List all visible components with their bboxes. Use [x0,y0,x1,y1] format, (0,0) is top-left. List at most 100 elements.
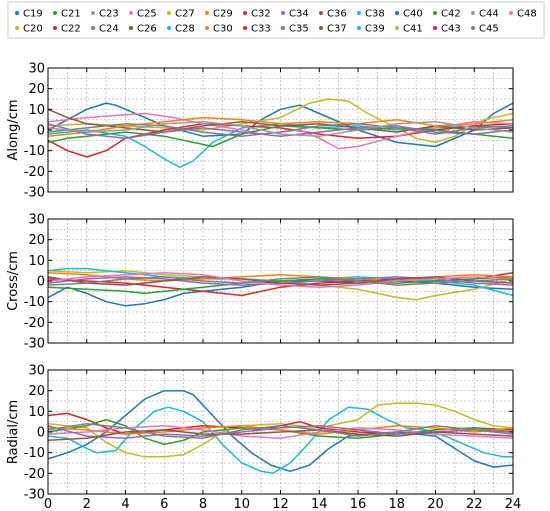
y-tick-label: -20 [24,165,45,180]
x-tick-label: 20 [427,497,444,511]
panel-1: 30 20 10 0 -10 -20 -30 Along/cm [6,62,514,201]
y-tick-label: 0 [37,426,45,441]
series-line [47,98,514,144]
legend-entry-label: C33 [251,24,271,35]
x-tick-label: 24 [505,497,522,511]
y-tick-label: 30 [28,62,45,77]
x-tick-label: 8 [199,497,207,511]
legend-entry-label: C44 [479,9,499,20]
y-tick-label: -30 [24,488,45,503]
legend-marker [281,26,285,30]
x-tick-label: 16 [350,497,367,511]
series-line [47,389,514,473]
y-tick-label: -10 [24,295,45,310]
plot-panels: 3020100-10-20-30Along/cm3020100-10-20-30… [6,62,521,511]
legend-entry-label: C26 [137,24,157,35]
series-line [47,276,514,295]
y-tick-label: 10 [28,254,45,269]
panel-2: 30 20 10 0 -10 -20 -30 Cross/cm [6,213,514,352]
x-tick-label: 2 [83,497,91,511]
y-tick-label: 10 [28,103,45,118]
legend-marker [129,11,133,15]
legend-entry-label: C38 [365,9,385,20]
legend-marker [15,11,19,15]
legend-marker [281,11,285,15]
legend-marker [53,26,57,30]
legend-marker [471,26,475,30]
y-tick-label: 30 [28,213,45,228]
series-line [47,429,514,442]
legend-entry-label: C42 [441,9,461,20]
x-tick-label: 14 [311,497,328,511]
legend-marker [509,11,513,15]
legend-marker [167,11,171,15]
y-tick-label: 20 [28,233,45,248]
legend-marker [395,11,399,15]
legend-marker [319,11,323,15]
legend-entry-label: C34 [289,9,309,20]
series-line [47,276,514,286]
legend-frame [7,1,545,39]
legend-marker [433,26,437,30]
legend: C19 C21 C23 C25 C27 C29 C32 C34 C36 C38 C40 C42 C44 C… [7,1,545,39]
legend-entry-label: C32 [251,9,271,20]
x-tick-label: 0 [44,497,52,511]
y-axis-label: Radial/cm [6,400,21,464]
series-line [47,120,514,137]
series-line [47,116,514,137]
legend-marker [357,26,361,30]
legend-marker [319,26,323,30]
series-line [47,402,514,458]
series-line [47,123,514,137]
x-tick-label: 22 [466,497,483,511]
legend-entry-label: C22 [61,24,81,35]
legend-marker [471,11,475,15]
legend-entry-label: C28 [175,24,195,35]
legend-entry-label: C19 [23,9,43,20]
legend-marker [53,11,57,15]
legend-marker [395,26,399,30]
series-line [47,276,514,286]
y-tick-label: -20 [24,467,45,482]
legend-marker [91,11,95,15]
legend-marker [243,26,247,30]
y-tick-label: -30 [24,337,45,352]
x-tick-label: 4 [121,497,129,511]
x-tick-label: 10 [233,497,250,511]
legend-entry-label: C37 [327,24,347,35]
y-tick-label: -20 [24,316,45,331]
legend-entry-label: C23 [99,9,119,20]
y-tick-label: -30 [24,186,45,201]
legend-entry-label: C24 [99,24,119,35]
y-tick-label: 0 [37,275,45,290]
legend-entry-label: C43 [441,24,461,35]
y-tick-label: 0 [37,124,45,139]
legend-entry-label: C39 [365,24,385,35]
legend-entry-label: C25 [137,9,157,20]
legend-marker [357,11,361,15]
legend-entry-label: C20 [23,24,43,35]
legend-marker [205,11,209,15]
y-tick-label: 10 [28,405,45,420]
series-line [47,102,514,148]
legend-entry-label: C45 [479,24,499,35]
legend-entry-label: C41 [403,24,423,35]
series-line [47,425,514,435]
x-tick-label: 6 [160,497,168,511]
legend-entry-label: C35 [289,24,309,35]
y-tick-label: 20 [28,384,45,399]
x-tick-label: 12 [272,497,289,511]
series-line [47,422,514,439]
y-tick-label: 20 [28,82,45,97]
legend-marker [129,26,133,30]
x-tick-label: 18 [388,497,405,511]
legend-entry-label: C36 [327,9,347,20]
y-tick-label: -10 [24,144,45,159]
legend-entry-label: C29 [213,9,233,20]
y-tick-label: -10 [24,446,45,461]
legend-entry-label: C48 [517,9,537,20]
legend-marker [167,26,171,30]
y-axis-label: Cross/cm [6,251,21,311]
